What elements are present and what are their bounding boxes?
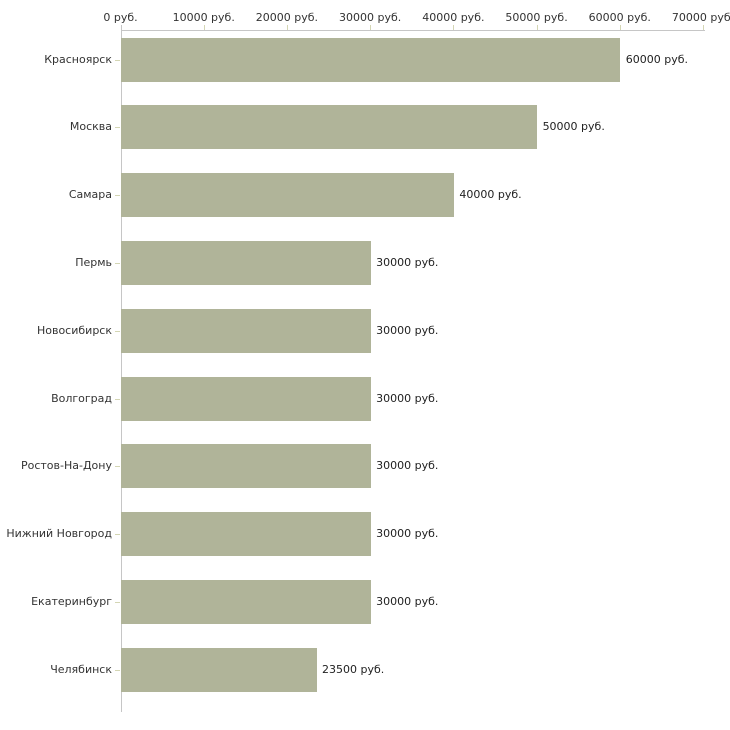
category-tick-mark	[115, 59, 120, 61]
x-tick-mark	[286, 25, 288, 30]
x-tick-mark	[619, 25, 621, 30]
x-tick-mark	[370, 25, 372, 30]
x-tick-label: 10000 руб.	[172, 11, 235, 24]
category-label: Пермь	[75, 255, 112, 269]
x-tick-label: 20000 руб.	[255, 11, 319, 24]
category-tick-mark	[115, 195, 120, 197]
x-tick-mark	[453, 25, 455, 30]
bar-Самара	[121, 173, 454, 218]
bar-Красноярск	[121, 37, 621, 82]
bar-Екатеринбург	[121, 579, 371, 624]
x-tick-mark	[536, 25, 538, 30]
y-axis-line	[120, 30, 122, 712]
category-label: Ростов-На-Дону	[20, 459, 112, 473]
bar-value-label: 30000 руб.	[376, 527, 439, 541]
bar-value-label: 23500 руб.	[322, 662, 385, 676]
x-tick-label: 0 руб.	[103, 11, 138, 24]
bar-value-label: 30000 руб.	[376, 459, 439, 473]
x-tick-label: 50000 руб.	[505, 11, 568, 24]
category-label: Москва	[69, 120, 112, 134]
category-label: Новосибирск	[36, 323, 112, 337]
bar-value-label: 30000 руб.	[376, 323, 439, 337]
category-tick-mark	[115, 127, 120, 129]
x-tick-mark	[703, 25, 704, 30]
bar-Челябинск	[121, 647, 317, 692]
x-tick-label: 30000 руб.	[339, 11, 402, 24]
bar-value-label: 50000 руб.	[542, 120, 605, 134]
bar-value-label: 30000 руб.	[376, 391, 439, 405]
category-label: Челябинск	[50, 662, 112, 676]
x-tick-label: 60000 руб.	[588, 11, 651, 24]
x-tick-mark	[120, 25, 122, 30]
bar-value-label: 60000 руб.	[625, 52, 689, 66]
category-tick-mark	[115, 669, 120, 671]
bar-Нижний Новгород	[121, 512, 371, 557]
category-tick-mark	[115, 262, 120, 264]
category-label: Нижний Новгород	[6, 527, 112, 541]
category-tick-mark	[115, 330, 120, 332]
bar-Волгоград	[121, 376, 371, 421]
x-tick-mark	[203, 25, 205, 30]
bar-Пермь	[121, 240, 371, 285]
x-tick-label: 70000 руб.	[671, 11, 730, 24]
category-tick-mark	[115, 601, 120, 603]
category-label: Красноярск	[44, 52, 112, 66]
category-tick-mark	[115, 466, 120, 468]
category-label: Самара	[68, 188, 112, 202]
bar-Ростов-На-Дону	[121, 444, 371, 489]
category-tick-mark	[115, 398, 120, 400]
bar-value-label: 40000 руб.	[459, 188, 522, 202]
x-tick-label: 40000 руб.	[422, 11, 485, 24]
category-label: Волгоград	[51, 391, 112, 405]
x-axis-line	[120, 30, 705, 31]
bar-value-label: 30000 руб.	[376, 255, 439, 269]
bar-Москва	[121, 105, 538, 150]
category-label: Екатеринбург	[31, 594, 112, 608]
category-tick-mark	[115, 534, 120, 536]
bar-Новосибирск	[121, 308, 371, 353]
bar-value-label: 30000 руб.	[376, 594, 439, 608]
